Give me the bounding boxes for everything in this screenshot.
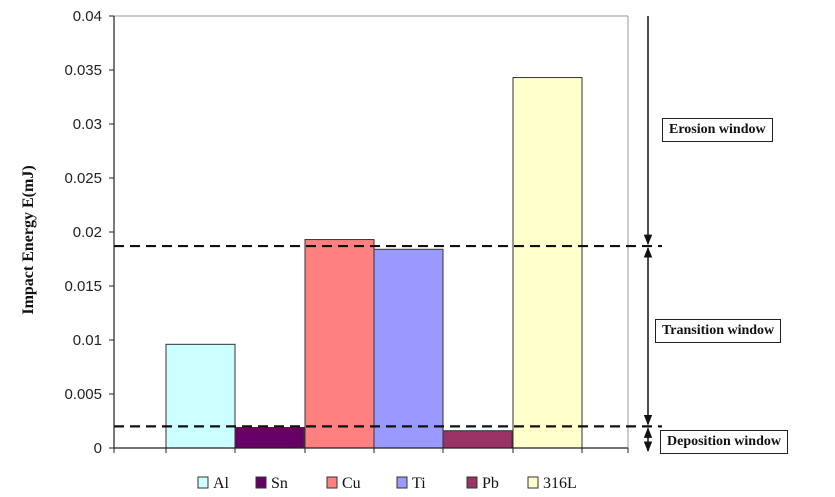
bar-316l: [512, 77, 583, 449]
legend-swatch-al: [197, 476, 209, 489]
bar-pb: [442, 430, 513, 449]
legend-swatch-sn: [255, 476, 267, 489]
transition-window-label: Transition window: [655, 319, 782, 343]
bar-sn: [234, 426, 305, 449]
y-tick-label: 0.04: [73, 8, 102, 25]
bar-ti: [373, 248, 444, 449]
legend-swatch-ti: [396, 476, 408, 489]
legend-label-cu: Cu: [342, 475, 361, 492]
y-tick-label: 0.015: [64, 278, 102, 295]
legend-label-al: Al: [213, 475, 230, 492]
legend-swatch-cu: [326, 476, 338, 489]
y-tick-label: 0.03: [73, 116, 102, 133]
y-axis-label: Impact Energy E(mJ): [20, 165, 37, 314]
erosion-window-label: Erosion window: [662, 118, 773, 142]
y-tick-label: 0.025: [64, 170, 102, 187]
bar-al: [165, 343, 236, 449]
y-tick-label: 0.005: [64, 386, 102, 403]
y-tick-label: 0: [94, 440, 102, 457]
bar-cu: [304, 239, 375, 449]
deposition-window-label: Deposition window: [660, 430, 788, 454]
legend-label-ti: Ti: [412, 475, 426, 492]
y-tick-label: 0.01: [73, 332, 102, 349]
legend-label-sn: Sn: [271, 475, 288, 492]
y-tick-label: 0.02: [73, 224, 102, 241]
legend-label-pb: Pb: [482, 475, 499, 492]
legend-swatch-316l: [527, 476, 539, 489]
legend-swatch-pb: [466, 476, 478, 489]
legend-label-316l: 316L: [543, 475, 577, 492]
y-tick-label: 0.035: [64, 62, 102, 79]
